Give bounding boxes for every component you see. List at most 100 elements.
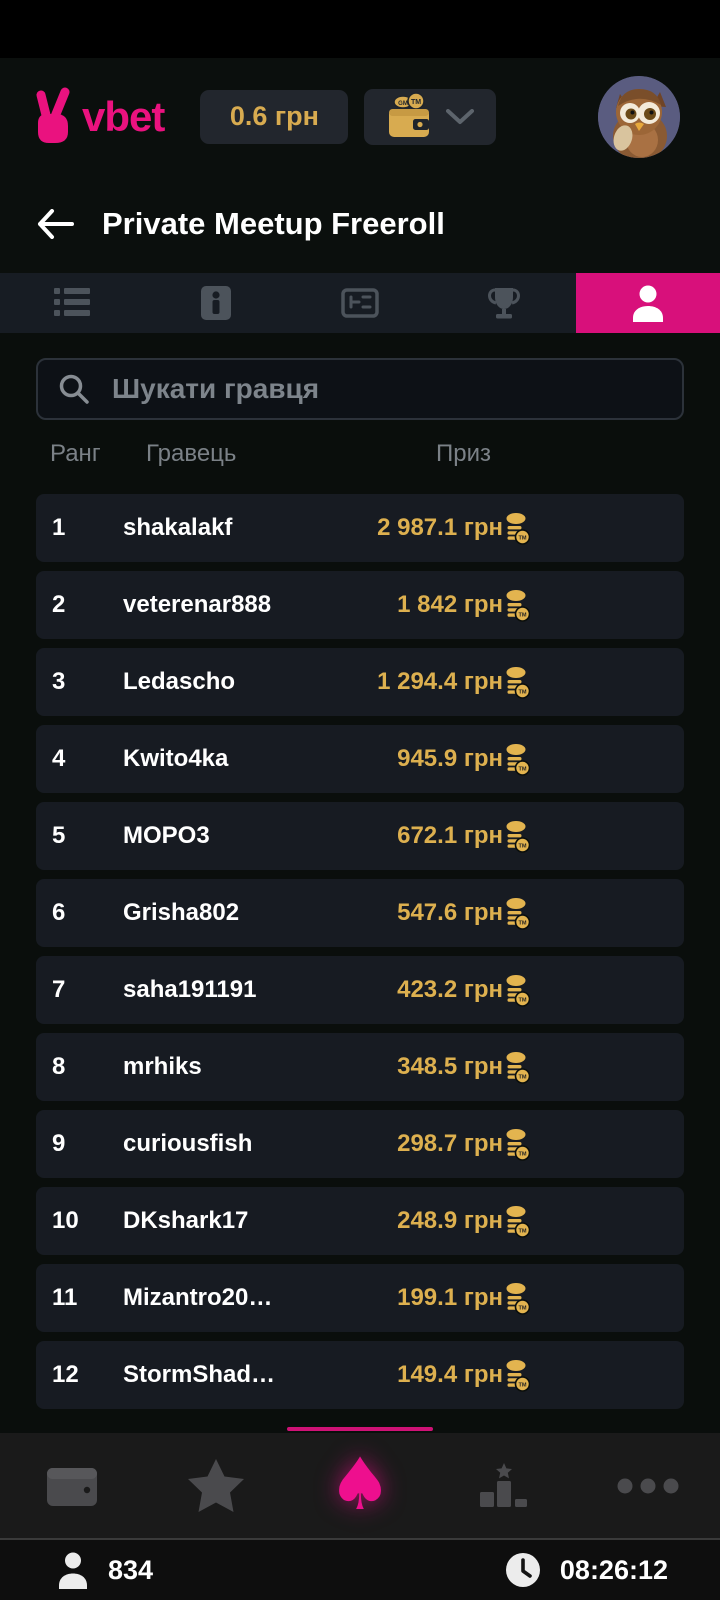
svg-text:TM: TM <box>518 689 526 695</box>
player-prize: 547.6 грн TM <box>397 879 530 947</box>
table-row[interactable]: 2 veterenar888 1 842 грн TM <box>36 571 684 639</box>
table-row[interactable]: 11 Mizantro20… 199.1 грн TM <box>36 1264 684 1332</box>
players-icon <box>56 1551 90 1589</box>
player-name: Mizantro20… <box>123 1284 273 1311</box>
page-title-bar: Private Meetup Freeroll <box>0 175 720 273</box>
table-row[interactable]: 7 saha191191 423.2 грн TM <box>36 956 684 1024</box>
star-icon <box>187 1458 245 1514</box>
search-box[interactable] <box>36 358 684 420</box>
player-name: DKshark17 <box>123 1207 249 1234</box>
player-prize: 423.2 грн TM <box>397 956 530 1024</box>
svg-text:TM: TM <box>518 612 526 618</box>
balance-chip[interactable]: 0.6 грн <box>200 89 349 144</box>
coin-stack-icon: TM <box>505 512 530 545</box>
player-name: mrhiks <box>123 1053 202 1080</box>
nav-tournaments[interactable] <box>432 1461 576 1511</box>
player-name: veterenar888 <box>123 591 272 618</box>
prize-amount: 547.6 грн <box>397 899 503 926</box>
player-name: StormShad… <box>123 1361 276 1388</box>
nav-poker[interactable]: ♠ <box>288 1448 432 1522</box>
player-prize: 199.1 грн TM <box>397 1264 530 1332</box>
bottom-nav: ♠ <box>0 1433 720 1538</box>
table-row[interactable]: 6 Grisha802 547.6 грн TM <box>36 879 684 947</box>
coin-stack-icon: TM <box>505 743 530 776</box>
table-row[interactable]: 12 StormShad… 149.4 грн TM <box>36 1341 684 1409</box>
player-rank: 7 <box>52 976 66 1003</box>
players-panel: Ранг Гравець Приз 1 shakalakf 2 987.1 гр… <box>0 333 720 1433</box>
table-row[interactable]: 9 curiousfish 298.7 грн TM <box>36 1110 684 1178</box>
wallet-selector[interactable]: GM TM <box>364 88 497 145</box>
table-row[interactable]: 8 mrhiks 348.5 грн TM <box>36 1033 684 1101</box>
app-header: vbet 0.6 грн GM TM <box>0 58 720 175</box>
player-rank: 10 <box>52 1207 79 1234</box>
player-prize: 348.5 грн TM <box>397 1033 530 1101</box>
wallet-icon: GM TM <box>386 91 432 142</box>
player-rank: 12 <box>52 1361 79 1388</box>
svg-text:TM: TM <box>518 1382 526 1388</box>
prize-amount: 1 294.4 грн <box>377 668 503 695</box>
prize-amount: 2 987.1 грн <box>377 514 503 541</box>
coin-stack-icon: TM <box>505 820 530 853</box>
player-rank: 5 <box>52 822 66 849</box>
back-arrow-icon[interactable] <box>36 209 74 239</box>
trophy-icon <box>485 286 523 320</box>
search-input[interactable] <box>110 372 662 406</box>
player-rank: 8 <box>52 1053 66 1080</box>
svg-text:TM: TM <box>518 1228 526 1234</box>
tournament-timer: 08:26:12 <box>559 1554 668 1585</box>
table-row[interactable]: 5 MOPO3 672.1 грн TM <box>36 802 684 870</box>
prize-amount: 423.2 грн <box>397 976 503 1003</box>
wallet-nav-icon <box>46 1463 98 1509</box>
player-name: saha191191 <box>123 976 257 1003</box>
coin-stack-icon: TM <box>505 974 530 1007</box>
coin-stack-icon: TM <box>505 589 530 622</box>
players-count: 834 <box>108 1554 154 1585</box>
chevron-down-icon <box>446 108 475 125</box>
search-icon <box>58 373 90 405</box>
table-headers: Ранг Гравець Приз <box>36 440 684 470</box>
nav-favorites[interactable] <box>144 1458 288 1514</box>
person-icon <box>630 284 666 322</box>
svg-text:TM: TM <box>518 1074 526 1080</box>
player-rank: 1 <box>52 514 66 541</box>
ellipsis-icon <box>616 1477 680 1495</box>
coin-stack-icon: TM <box>505 1282 530 1315</box>
player-name: Kwito4ka <box>123 745 229 772</box>
table-row[interactable]: 10 DKshark17 248.9 грн TM <box>36 1187 684 1255</box>
svg-text:TM: TM <box>518 1305 526 1311</box>
tab-prizes[interactable] <box>432 273 576 333</box>
brand-name: vbet <box>82 92 165 140</box>
svg-text:TM: TM <box>411 99 421 106</box>
table-row[interactable]: 3 Ledascho 1 294.4 грн TM <box>36 648 684 716</box>
table-row[interactable]: 4 Kwito4ka 945.9 грн TM <box>36 725 684 793</box>
player-prize: 1 294.4 грн TM <box>377 648 530 716</box>
tab-blind-levels[interactable] <box>288 273 432 333</box>
timer-group: 08:26:12 <box>504 1551 668 1589</box>
tab-players[interactable] <box>576 273 720 333</box>
page-title: Private Meetup Freeroll <box>102 206 445 241</box>
player-rank: 9 <box>52 1130 66 1157</box>
player-name: Grisha802 <box>123 899 240 926</box>
vbet-logo[interactable]: vbet <box>26 87 165 147</box>
player-prize: 248.9 грн TM <box>397 1187 530 1255</box>
svg-text:TM: TM <box>518 766 526 772</box>
tournament-tabs <box>0 273 720 333</box>
header-player: Гравець <box>146 440 237 467</box>
nav-wallet[interactable] <box>0 1463 144 1509</box>
coin-stack-icon: TM <box>505 1051 530 1084</box>
table-row[interactable]: 1 shakalakf 2 987.1 грн TM <box>36 494 684 562</box>
prize-amount: 672.1 грн <box>397 822 503 849</box>
player-prize: 1 842 грн TM <box>397 571 530 639</box>
player-rank: 6 <box>52 899 66 926</box>
svg-text:TM: TM <box>518 920 526 926</box>
coin-stack-icon: TM <box>505 1205 530 1238</box>
player-rank: 11 <box>52 1284 78 1311</box>
tab-info[interactable] <box>144 273 288 333</box>
active-nav-indicator <box>287 1427 433 1431</box>
leaderboard-list: 1 shakalakf 2 987.1 грн TM <box>36 494 684 1409</box>
player-rank: 4 <box>52 745 66 772</box>
tab-structure[interactable] <box>0 273 144 333</box>
nav-more[interactable] <box>576 1477 720 1495</box>
avatar[interactable] <box>598 75 680 158</box>
